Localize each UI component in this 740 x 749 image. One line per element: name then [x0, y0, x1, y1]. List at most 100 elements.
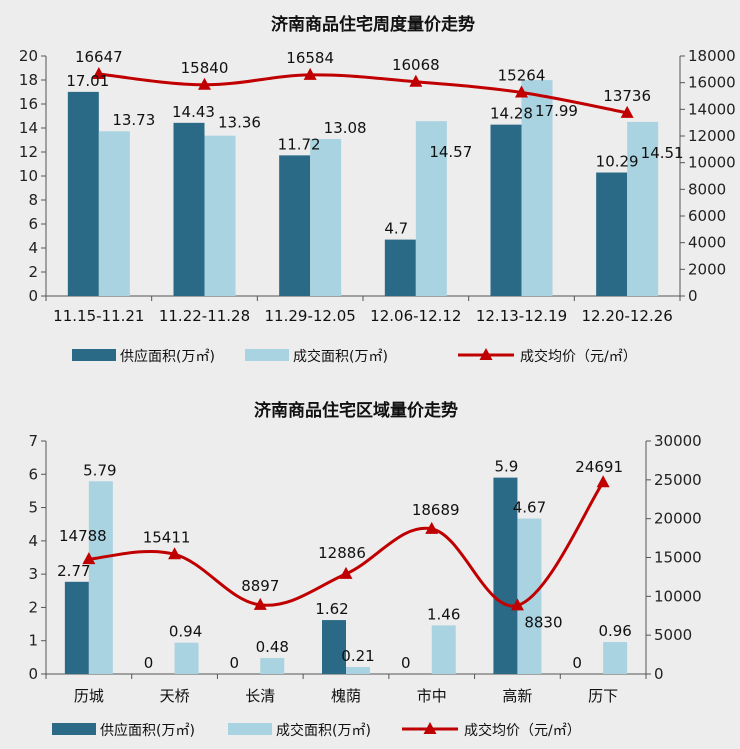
supply-bar: [384, 239, 416, 296]
chart-2: 济南商品住宅区域量价走势 0 1 2 3 4 5 6 7 0 5000 10000 15000 20000…: [28, 400, 701, 739]
x-category-label: 12.13-12.19: [476, 307, 567, 325]
right-tick-label: 5000: [654, 626, 692, 644]
price-data-label: 18689: [412, 501, 460, 519]
right-tick-label: 8000: [688, 180, 726, 198]
right-tick-label: 10000: [688, 154, 736, 172]
deal-data-label: 17.99: [535, 102, 578, 120]
legend-supply-swatch: [72, 349, 116, 361]
chart-title: 济南商品住宅周度量价走势: [271, 14, 475, 35]
price-marker: [339, 566, 353, 579]
supply-data-label: 17.01: [66, 72, 109, 90]
supply-bar: [64, 581, 89, 674]
price-marker: [198, 77, 211, 90]
supply-bar: [493, 477, 518, 674]
x-category-label: 历城: [74, 687, 104, 705]
deal-bar: [310, 139, 342, 296]
deal-bar: [98, 131, 130, 296]
supply-bar: [490, 124, 522, 296]
x-category-label: 长清: [245, 687, 275, 705]
left-tick-label: 2: [28, 598, 38, 616]
left-tick-label: 7: [28, 432, 38, 450]
deal-bar: [603, 642, 628, 674]
price-data-label: 15264: [498, 66, 546, 84]
supply-bar: [596, 172, 628, 296]
left-tick-label: 20: [19, 47, 38, 65]
right-tick-label: 30000: [654, 432, 702, 450]
right-tick-label: 2000: [688, 260, 726, 278]
supply-bar: [322, 620, 346, 674]
price-marker: [168, 547, 182, 560]
deal-data-label: 14.51: [641, 144, 684, 162]
deal-data-label: 4.67: [513, 499, 546, 517]
x-category-label: 槐荫: [331, 687, 361, 705]
deal-data-label: 5.79: [83, 461, 116, 479]
right-tick-label: 16000: [688, 74, 736, 92]
price-data-label: 16584: [286, 49, 334, 67]
supply-data-label: 14.28: [490, 105, 533, 123]
right-tick-label: 0: [688, 287, 698, 305]
deal-data-label: 13.36: [218, 114, 261, 132]
left-tick-label: 3: [28, 565, 38, 583]
supply-data-label: 0: [572, 654, 582, 672]
price-marker: [409, 74, 423, 87]
x-category-label: 12.20-12.26: [582, 307, 673, 325]
x-category-label: 12.06-12.12: [370, 307, 461, 325]
price-marker: [253, 597, 267, 610]
left-tick-label: 18: [19, 71, 38, 89]
legend-supply-label: 供应面积(万㎡): [100, 722, 195, 739]
chart-title: 济南商品住宅区域量价走势: [254, 400, 458, 421]
deal-bar: [415, 121, 447, 296]
deal-bar: [260, 658, 285, 674]
supply-data-label: 0: [144, 654, 154, 672]
right-tick-label: 0: [654, 665, 664, 683]
supply-data-label: 0: [401, 654, 411, 672]
legend: 供应面积(万㎡) 成交面积(万㎡) 成交均价（元/㎡）: [52, 722, 581, 739]
x-category-label: 高新: [502, 687, 532, 705]
deal-data-label: 0.96: [598, 622, 631, 640]
price-data-label: 13736: [603, 87, 651, 105]
supply-bar: [173, 122, 205, 296]
x-category-label: 11.15-11.21: [53, 307, 144, 325]
supply-bar: [67, 91, 99, 296]
price-data-label: 12886: [318, 544, 366, 562]
legend-deal-swatch: [245, 349, 289, 361]
price-marker: [620, 105, 634, 118]
supply-data-label: 14.43: [172, 103, 215, 121]
x-category-label: 历下: [588, 687, 618, 705]
x-category-label: 天桥: [160, 687, 190, 705]
left-tick-label: 4: [28, 239, 38, 257]
right-tick-label: 6000: [688, 207, 726, 225]
legend-price-marker: [423, 722, 437, 734]
left-tick-label: 2: [28, 263, 38, 281]
left-tick-label: 1: [28, 632, 38, 650]
legend-deal-label: 成交面积(万㎡): [293, 348, 388, 365]
legend-price-label: 成交均价（元/㎡）: [520, 348, 637, 365]
right-tick-label: 4000: [688, 234, 726, 252]
supply-bar: [279, 155, 311, 296]
price-marker: [303, 67, 317, 80]
deal-data-label: 0.48: [256, 638, 289, 656]
price-marker: [596, 475, 610, 488]
supply-data-label: 2.77: [57, 562, 90, 580]
left-tick-label: 10: [19, 167, 38, 185]
legend-price-label: 成交均价（元/㎡）: [464, 722, 581, 739]
right-tick-label: 25000: [654, 471, 702, 489]
legend-supply-swatch: [52, 723, 96, 735]
left-tick-label: 16: [19, 95, 38, 113]
price-data-label: 8830: [524, 613, 562, 631]
x-category-label: 11.29-12.05: [265, 307, 356, 325]
deal-bar: [204, 135, 236, 296]
left-tick-label: 5: [28, 499, 38, 517]
price-marker: [515, 85, 528, 98]
deal-data-label: 0.21: [341, 647, 374, 665]
supply-data-label: 4.7: [384, 220, 408, 238]
deal-bar: [517, 518, 542, 674]
price-data-label: 8897: [241, 577, 279, 595]
legend-supply-label: 供应面积(万㎡): [120, 348, 215, 365]
x-category-label: 11.22-11.28: [159, 307, 250, 325]
deal-data-label: 13.73: [112, 111, 155, 129]
deal-bar: [627, 121, 659, 296]
deal-bar: [521, 80, 553, 297]
right-tick-label: 10000: [654, 587, 702, 605]
